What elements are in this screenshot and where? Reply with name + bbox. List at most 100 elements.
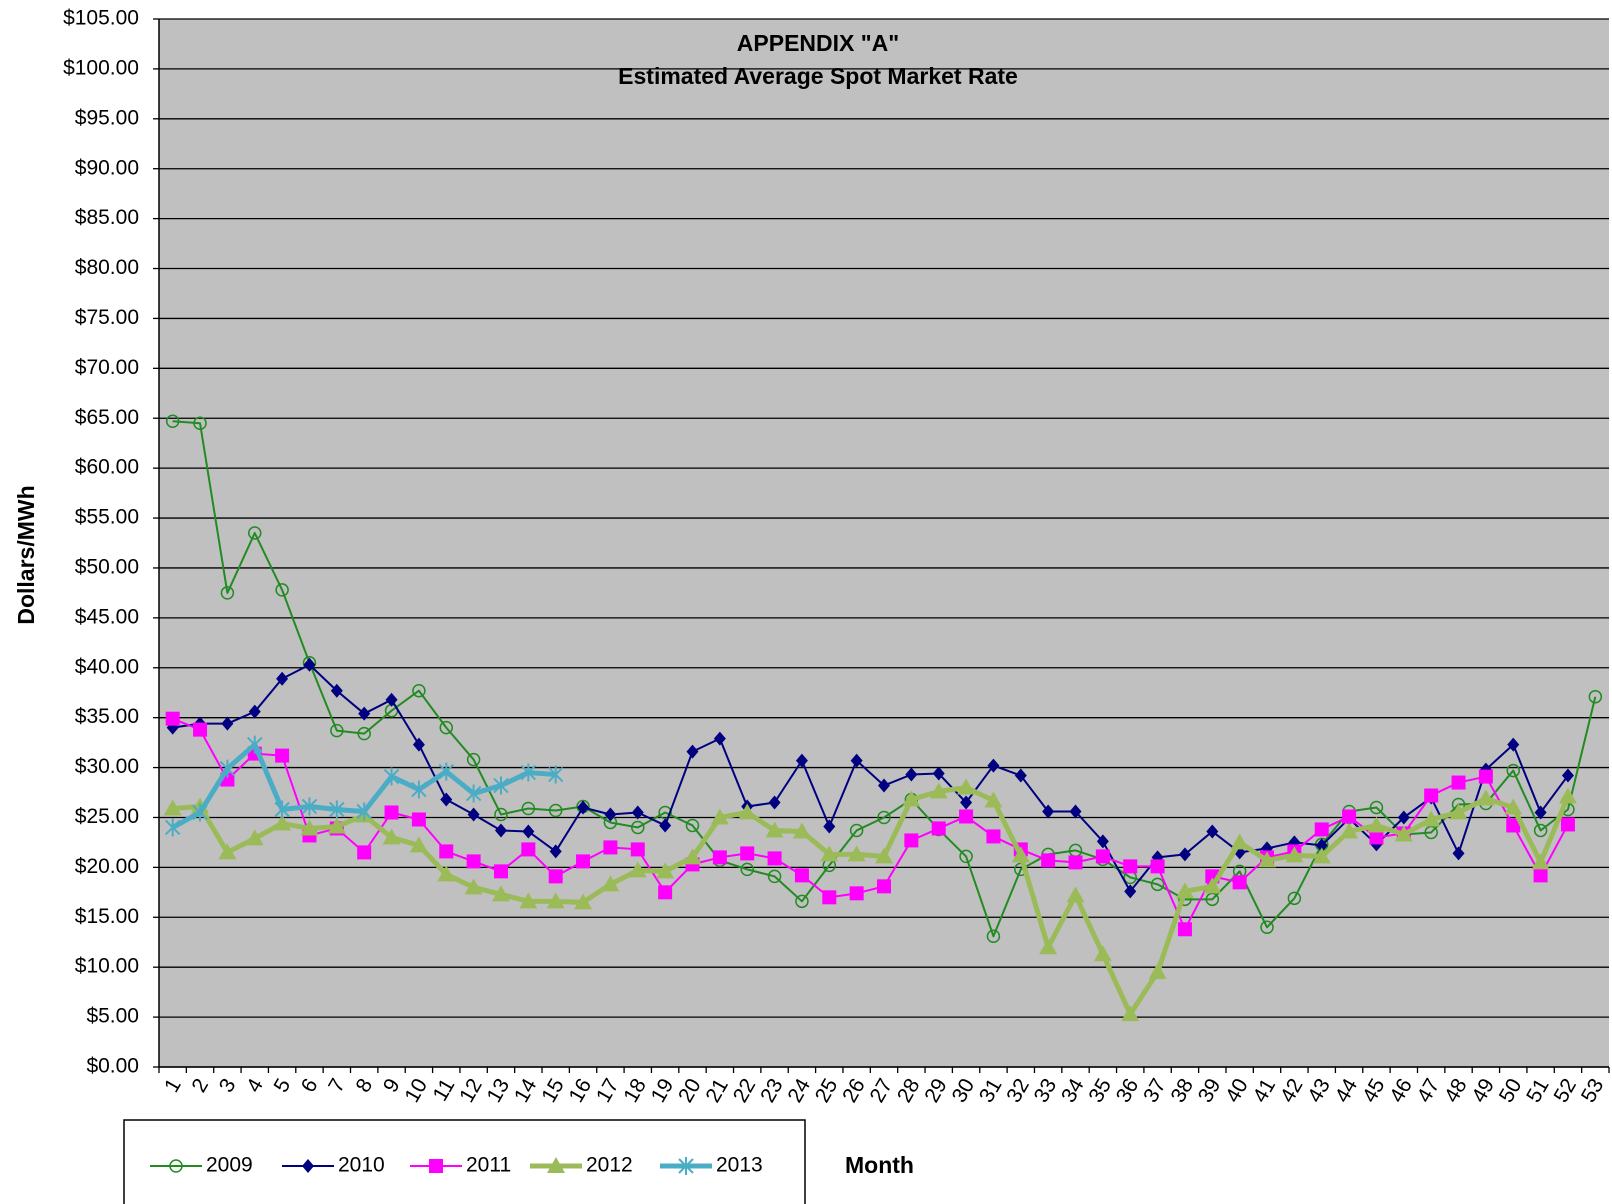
marker	[1315, 838, 1328, 853]
marker	[902, 790, 921, 807]
marker	[466, 854, 481, 869]
series	[165, 711, 1575, 937]
series-line	[172, 717, 1569, 931]
marker	[960, 795, 973, 810]
y-tick-label: $70.00	[75, 356, 139, 379]
marker	[1478, 769, 1493, 784]
x-axis-title: Month	[845, 1152, 914, 1178]
x-tick-label: 50	[1495, 1075, 1527, 1107]
x-tick-label: 32	[1002, 1075, 1034, 1107]
x-tick-label: 27	[866, 1075, 898, 1107]
marker	[1150, 859, 1165, 874]
chart-subtitle: Estimated Average Spot Market Rate	[618, 63, 1018, 89]
marker	[1476, 789, 1495, 806]
marker	[1394, 825, 1413, 842]
x-tick-label: 53	[1577, 1075, 1609, 1107]
x-tick-label: 7	[324, 1075, 350, 1097]
marker	[302, 1159, 314, 1173]
marker	[493, 776, 509, 795]
marker	[163, 799, 182, 816]
x-tick-label: 35	[1084, 1075, 1116, 1107]
marker	[1534, 805, 1547, 820]
x-tick-label: 19	[647, 1075, 679, 1107]
marker	[248, 704, 261, 719]
plot-area	[159, 19, 1609, 1067]
marker	[1011, 846, 1030, 863]
marker	[1258, 851, 1277, 868]
marker	[412, 683, 426, 698]
y-tick-label: $50.00	[75, 555, 139, 578]
marker	[1069, 804, 1082, 819]
marker	[437, 865, 456, 882]
marker	[849, 886, 864, 901]
marker	[710, 808, 729, 825]
marker	[548, 803, 563, 818]
y-tick-label: $75.00	[75, 306, 139, 329]
x-tick-label: 37	[1139, 1075, 1171, 1107]
marker	[1558, 787, 1577, 804]
marker	[1042, 804, 1055, 819]
marker	[220, 586, 235, 600]
x-tick-label: 38	[1166, 1075, 1198, 1107]
x-tick-label: 30	[948, 1075, 980, 1107]
marker	[792, 822, 811, 839]
x-tick-label: 33	[1030, 1075, 1062, 1107]
marker	[1506, 763, 1520, 778]
x-tick-label: 45	[1358, 1075, 1390, 1107]
marker	[440, 792, 453, 807]
marker	[466, 752, 481, 767]
marker	[987, 758, 1000, 773]
x-tick-label: 20	[674, 1075, 706, 1107]
marker	[1232, 875, 1247, 890]
marker	[1424, 788, 1439, 803]
y-tick-label: $30.00	[75, 755, 139, 778]
marker	[877, 810, 891, 825]
x-tick-label: 25	[811, 1075, 843, 1107]
y-tick-label: $95.00	[75, 106, 139, 129]
marker	[1014, 768, 1027, 783]
marker	[1507, 737, 1520, 752]
x-tick-label: 48	[1440, 1075, 1472, 1107]
marker	[1150, 877, 1165, 892]
marker	[929, 782, 948, 799]
marker	[795, 894, 809, 909]
marker	[247, 735, 263, 754]
marker	[169, 1159, 183, 1173]
y-tick-label: $45.00	[75, 605, 139, 628]
marker	[604, 807, 617, 822]
marker	[1369, 830, 1384, 845]
marker	[1175, 882, 1194, 899]
marker	[1095, 849, 1110, 864]
marker	[1531, 853, 1550, 870]
x-tick-label: 14	[510, 1074, 542, 1106]
x-tick-label: 3	[215, 1075, 241, 1097]
marker	[357, 726, 371, 741]
marker	[546, 892, 565, 909]
marker	[1068, 855, 1083, 870]
marker	[520, 763, 537, 782]
marker	[678, 1157, 694, 1175]
marker	[521, 801, 536, 816]
marker	[438, 762, 454, 781]
x-tick-label: 23	[756, 1075, 788, 1107]
marker	[330, 683, 343, 698]
marker	[847, 845, 866, 862]
x-tick-label: 21	[701, 1075, 733, 1107]
marker	[494, 807, 508, 822]
marker	[795, 753, 808, 768]
marker	[219, 759, 236, 778]
chart-title: APPENDIX "A"	[737, 30, 899, 56]
marker	[1230, 833, 1249, 850]
marker	[1096, 834, 1109, 849]
marker	[1397, 810, 1410, 825]
marker	[740, 862, 754, 877]
marker	[603, 840, 618, 855]
x-tick-label: 22	[729, 1075, 761, 1107]
series	[164, 735, 564, 837]
y-tick-label: $65.00	[75, 406, 139, 429]
marker	[574, 893, 593, 910]
marker	[519, 892, 538, 909]
marker	[683, 848, 702, 865]
marker	[245, 829, 264, 846]
x-tick-label: 39	[1194, 1075, 1226, 1107]
